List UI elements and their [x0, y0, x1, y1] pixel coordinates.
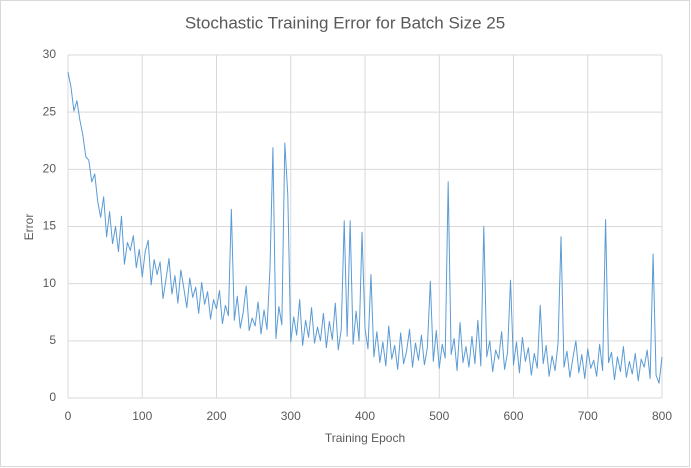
x-tick-label: 800: [652, 409, 672, 423]
y-axis-label: Error: [22, 214, 36, 241]
x-tick-label: 200: [206, 409, 226, 423]
x-tick-label: 0: [65, 409, 72, 423]
y-tick-label: 20: [43, 162, 57, 176]
x-axis-label: Training Epoch: [325, 431, 405, 445]
x-tick-label: 300: [281, 409, 301, 423]
x-tick-label: 400: [355, 409, 375, 423]
y-tick-label: 0: [49, 390, 56, 404]
chart-title: Stochastic Training Error for Batch Size…: [185, 13, 505, 32]
y-tick-label: 15: [43, 219, 57, 233]
y-tick-label: 10: [43, 276, 57, 290]
x-tick-label: 700: [578, 409, 598, 423]
y-tick-label: 5: [49, 333, 56, 347]
x-tick-label: 500: [429, 409, 449, 423]
y-tick-label: 25: [43, 104, 57, 118]
data-line: [67, 72, 663, 384]
y-tick-label: 30: [43, 47, 57, 61]
x-tick-label: 600: [503, 409, 523, 423]
x-tick-label: 100: [132, 409, 152, 423]
